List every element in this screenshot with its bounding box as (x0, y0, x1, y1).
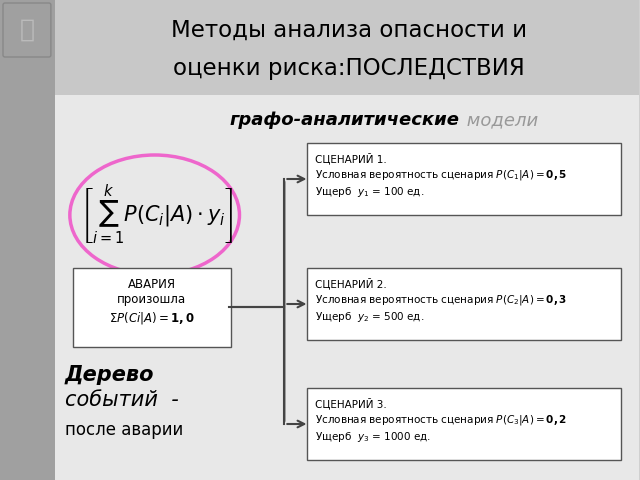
Text: СЦЕНАРИЙ 1.: СЦЕНАРИЙ 1. (316, 152, 387, 164)
FancyBboxPatch shape (0, 0, 55, 480)
Text: ⛨: ⛨ (19, 18, 35, 42)
FancyBboxPatch shape (307, 143, 621, 215)
Text: Условная вероятность сценария $P(C_3|A) = \mathbf{0,2}$: Условная вероятность сценария $P(C_3|A) … (316, 413, 568, 427)
Text: Условная вероятность сценария $P(C_1|A) = \mathbf{0,5}$: Условная вероятность сценария $P(C_1|A) … (316, 168, 568, 182)
Text: Условная вероятность сценария $P(C_2|A) = \mathbf{0,3}$: Условная вероятность сценария $P(C_2|A) … (316, 293, 568, 307)
Text: $\Sigma P(Ci|A) = \mathbf{1,0}$: $\Sigma P(Ci|A) = \mathbf{1,0}$ (109, 310, 195, 326)
FancyBboxPatch shape (55, 95, 639, 480)
Text: модели: модели (461, 111, 538, 129)
Text: Ущерб  $y_3$ = 1000 ед.: Ущерб $y_3$ = 1000 ед. (316, 430, 431, 444)
Text: произошла: произошла (117, 293, 186, 307)
Text: $\left[\sum_{i=1}^{k} P(C_i|A)\cdot y_i\right]$: $\left[\sum_{i=1}^{k} P(C_i|A)\cdot y_i\… (80, 183, 233, 246)
Text: АВАРИЯ: АВАРИЯ (127, 278, 175, 291)
Text: Ущерб  $y_1$ = 100 ед.: Ущерб $y_1$ = 100 ед. (316, 185, 424, 199)
Text: СЦЕНАРИЙ 2.: СЦЕНАРИЙ 2. (316, 277, 387, 289)
Text: оценки риска:ПОСЛЕДСТВИЯ: оценки риска:ПОСЛЕДСТВИЯ (173, 57, 525, 80)
FancyBboxPatch shape (3, 3, 51, 57)
Text: после аварии: после аварии (65, 421, 183, 439)
Text: графо-аналитические: графо-аналитические (230, 111, 460, 129)
FancyBboxPatch shape (307, 268, 621, 340)
FancyBboxPatch shape (55, 0, 639, 95)
FancyBboxPatch shape (73, 268, 232, 347)
Text: СЦЕНАРИЙ 3.: СЦЕНАРИЙ 3. (316, 397, 387, 409)
Text: событий  -: событий - (65, 390, 179, 410)
Text: Ущерб  $y_2$ = 500 ед.: Ущерб $y_2$ = 500 ед. (316, 310, 424, 324)
FancyBboxPatch shape (307, 388, 621, 460)
Text: Методы анализа опасности и: Методы анализа опасности и (171, 19, 527, 41)
Text: Дерево: Дерево (65, 365, 154, 385)
